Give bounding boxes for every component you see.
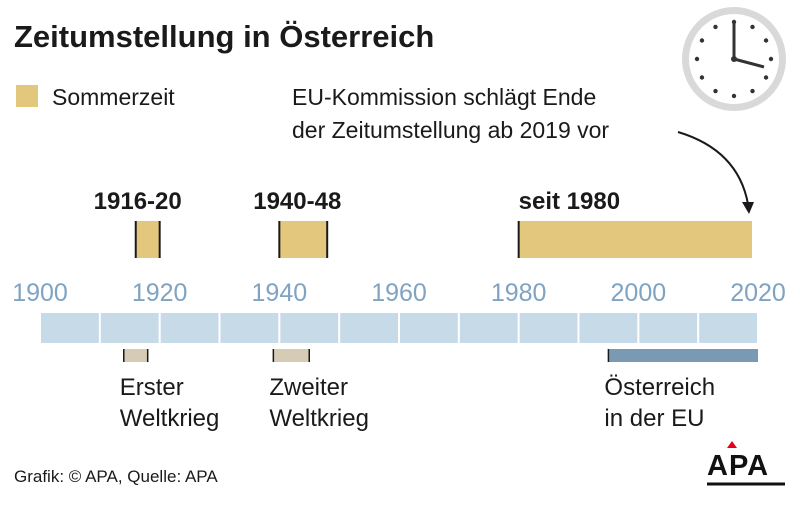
axis-segment-2000 xyxy=(639,313,698,343)
event-label-3-line-1: Österreich xyxy=(604,374,715,401)
chart-title: Zeitumstellung in Österreich xyxy=(14,19,434,54)
tick-label-1900: 1900 xyxy=(12,279,68,307)
axis-segment-1990 xyxy=(579,313,638,343)
axis-segment-1920 xyxy=(160,313,219,343)
axis-segment-1930 xyxy=(220,313,279,343)
annotation-arrowhead xyxy=(742,202,754,214)
annotation-line-1: EU-Kommission schlägt Ende xyxy=(292,84,596,110)
tick-label-1920: 1920 xyxy=(132,279,188,307)
apa-logo-text: APA xyxy=(707,450,769,482)
sommerzeit-bar-1 xyxy=(135,221,160,258)
source-credit: Grafik: © APA, Quelle: APA xyxy=(14,467,218,486)
periods-layer: 1916-20 1940-48 seit 1980 xyxy=(94,188,753,258)
sommerzeit-label-3: seit 1980 xyxy=(519,188,620,215)
tick-label-1940: 1940 xyxy=(252,279,308,307)
events-layer: Erster Weltkrieg Zweiter Weltkrieg Österreic… xyxy=(120,349,758,432)
event-label-2-line-1: Zweiter xyxy=(269,374,348,401)
sommerzeit-label-2: 1940-48 xyxy=(253,188,341,215)
axis-segment-1980 xyxy=(519,313,578,343)
axis-segment-1910 xyxy=(100,313,159,343)
legend-label-sommerzeit: Sommerzeit xyxy=(52,84,175,110)
legend: Sommerzeit xyxy=(16,84,175,110)
axis-segment-1950 xyxy=(340,313,398,343)
sommerzeit-label-1: 1916-20 xyxy=(94,188,182,215)
event-label-3-line-2: in der EU xyxy=(604,405,704,432)
annotation-arrow xyxy=(677,131,749,205)
event-label-1-line-2: Weltkrieg xyxy=(120,405,220,432)
tick-label-2020: 2020 xyxy=(730,279,786,307)
legend-swatch-sommerzeit xyxy=(16,85,38,107)
event-label-2-line-2: Weltkrieg xyxy=(269,405,369,432)
tick-label-1980: 1980 xyxy=(491,279,547,307)
event-label-1-line-1: Erster xyxy=(120,374,184,401)
annotation-line-2: der Zeitumstellung ab 2019 vor xyxy=(292,117,609,143)
timeline-axis xyxy=(41,313,757,343)
tick-labels: 1900 1920 1940 1960 1980 2000 2020 xyxy=(12,279,786,307)
sommerzeit-bar-3 xyxy=(518,221,753,258)
annotation: EU-Kommission schlägt Ende der Zeitumste… xyxy=(292,84,754,214)
tick-label-2000: 2000 xyxy=(611,279,667,307)
apa-logo: APA xyxy=(707,441,785,486)
axis-segment-1940 xyxy=(280,313,339,343)
tick-label-1960: 1960 xyxy=(371,279,427,307)
axis-segment-1970 xyxy=(459,313,518,343)
clock-icon xyxy=(682,7,786,111)
axis-segment-2010 xyxy=(699,313,757,343)
event-bar-3 xyxy=(608,349,758,362)
event-bar-1 xyxy=(123,349,148,362)
sommerzeit-bar-2 xyxy=(279,221,328,258)
axis-segment-1960 xyxy=(400,313,458,343)
axis-segment-1900 xyxy=(41,313,99,343)
event-bar-2 xyxy=(273,349,310,362)
